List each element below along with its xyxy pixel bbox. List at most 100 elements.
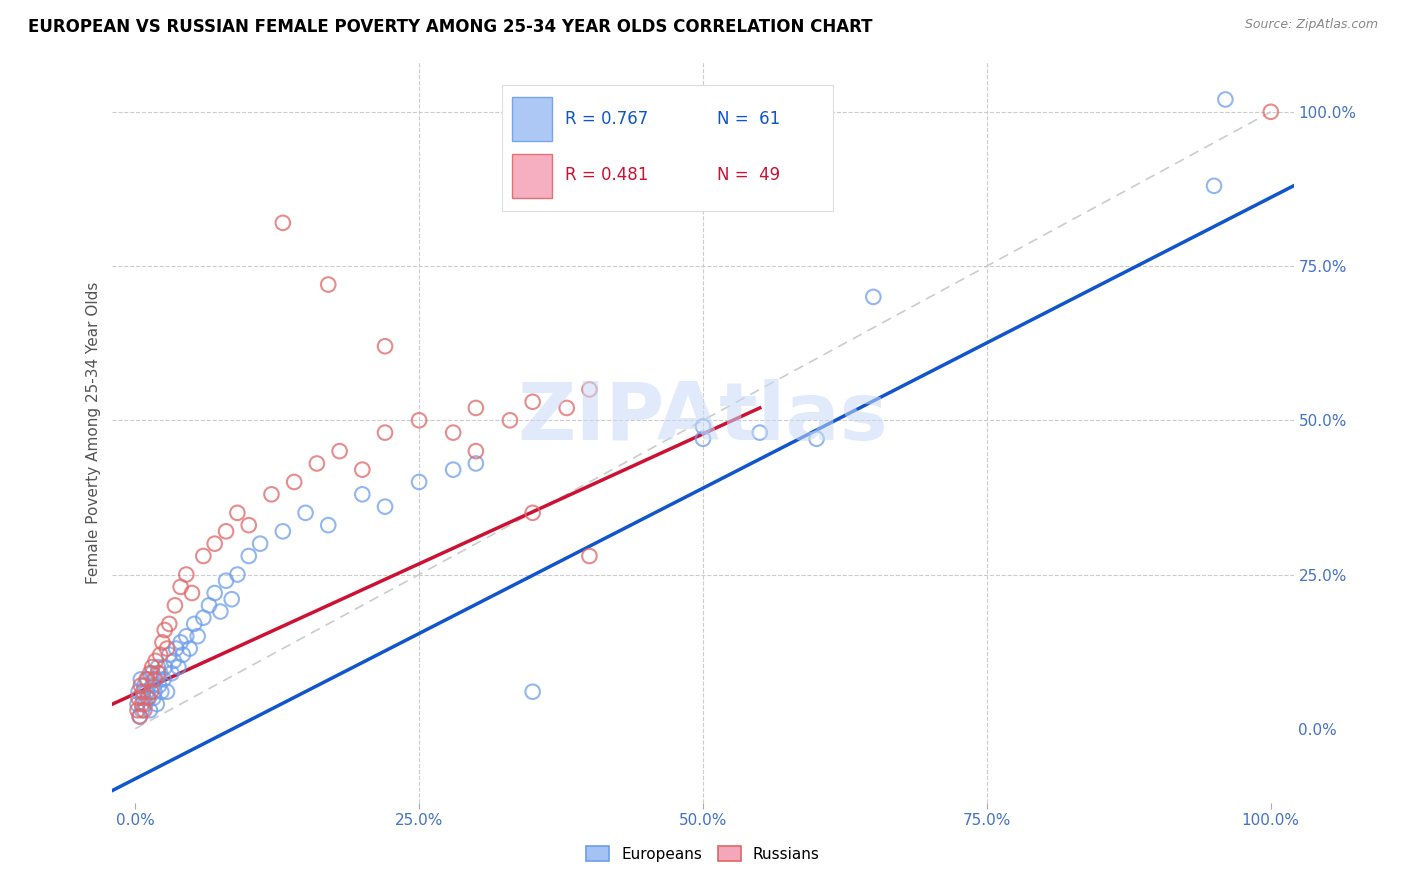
Point	[132, 690, 155, 705]
Point	[374, 425, 396, 440]
Point	[163, 599, 186, 613]
Point	[441, 425, 464, 440]
Point	[136, 673, 159, 687]
Point	[134, 703, 156, 717]
Point	[127, 703, 149, 717]
Point	[172, 648, 194, 662]
Point	[134, 679, 156, 693]
Point	[127, 697, 149, 711]
Text: Source: ZipAtlas.com: Source: ZipAtlas.com	[1244, 18, 1378, 31]
Point	[215, 524, 238, 539]
Point	[128, 690, 150, 705]
Point	[806, 432, 828, 446]
Point	[129, 679, 152, 693]
Point	[204, 536, 226, 550]
Point	[129, 673, 152, 687]
Point	[215, 574, 238, 588]
Point	[1215, 92, 1237, 106]
Point	[174, 567, 197, 582]
Point	[174, 629, 197, 643]
Point	[139, 666, 162, 681]
Point	[156, 641, 179, 656]
Y-axis label: Female Poverty Among 25-34 Year Olds: Female Poverty Among 25-34 Year Olds	[86, 282, 101, 583]
Point	[441, 462, 464, 476]
Point	[260, 487, 283, 501]
Point	[522, 685, 544, 699]
Point	[143, 673, 166, 687]
Point	[209, 605, 232, 619]
Point	[692, 419, 714, 434]
Point	[316, 518, 339, 533]
Point	[316, 277, 339, 292]
Point	[149, 648, 172, 662]
Point	[131, 697, 153, 711]
Point	[283, 475, 305, 489]
Point	[153, 623, 176, 637]
Point	[187, 629, 209, 643]
Point	[238, 518, 260, 533]
Point	[146, 660, 169, 674]
Point	[131, 703, 153, 717]
Point	[862, 290, 884, 304]
Point	[167, 660, 190, 674]
Point	[198, 599, 221, 613]
Point	[128, 709, 150, 723]
Point	[165, 641, 187, 656]
Point	[183, 616, 205, 631]
Point	[153, 660, 176, 674]
Point	[193, 549, 215, 563]
Point	[499, 413, 522, 427]
Point	[193, 611, 215, 625]
Point	[132, 685, 155, 699]
Point	[128, 685, 150, 699]
Point	[578, 383, 600, 397]
Point	[408, 413, 430, 427]
Text: EUROPEAN VS RUSSIAN FEMALE POVERTY AMONG 25-34 YEAR OLDS CORRELATION CHART: EUROPEAN VS RUSSIAN FEMALE POVERTY AMONG…	[28, 18, 873, 36]
Point	[374, 500, 396, 514]
Point	[578, 549, 600, 563]
Point	[204, 586, 226, 600]
Point	[464, 444, 486, 458]
Point	[179, 641, 201, 656]
Point	[238, 549, 260, 563]
Point	[555, 401, 578, 415]
Point	[464, 401, 486, 415]
Point	[145, 654, 167, 668]
Point	[163, 654, 186, 668]
Point	[135, 685, 157, 699]
Point	[226, 567, 249, 582]
Point	[464, 457, 486, 471]
Point	[142, 690, 165, 705]
Point	[408, 475, 430, 489]
Point	[145, 697, 169, 711]
Point	[169, 635, 191, 649]
Point	[374, 339, 396, 353]
Point	[148, 679, 170, 693]
Point	[352, 487, 374, 501]
Point	[141, 660, 163, 674]
Point	[748, 425, 770, 440]
Point	[152, 673, 174, 687]
Point	[145, 673, 167, 687]
Point	[146, 666, 169, 681]
Point	[139, 703, 162, 717]
Point	[138, 690, 160, 705]
Point	[305, 457, 328, 471]
Point	[1202, 178, 1225, 193]
Point	[139, 685, 162, 699]
Point	[169, 580, 191, 594]
Point	[226, 506, 249, 520]
Point	[143, 685, 166, 699]
Point	[128, 709, 150, 723]
Point	[157, 616, 180, 631]
Point	[156, 685, 179, 699]
Point	[157, 648, 180, 662]
Point	[271, 216, 294, 230]
Point	[150, 685, 173, 699]
Text: ZIPAtlas: ZIPAtlas	[517, 379, 889, 457]
Point	[160, 666, 183, 681]
Point	[294, 506, 316, 520]
Point	[1260, 104, 1282, 119]
Point	[149, 666, 172, 681]
Point	[329, 444, 352, 458]
